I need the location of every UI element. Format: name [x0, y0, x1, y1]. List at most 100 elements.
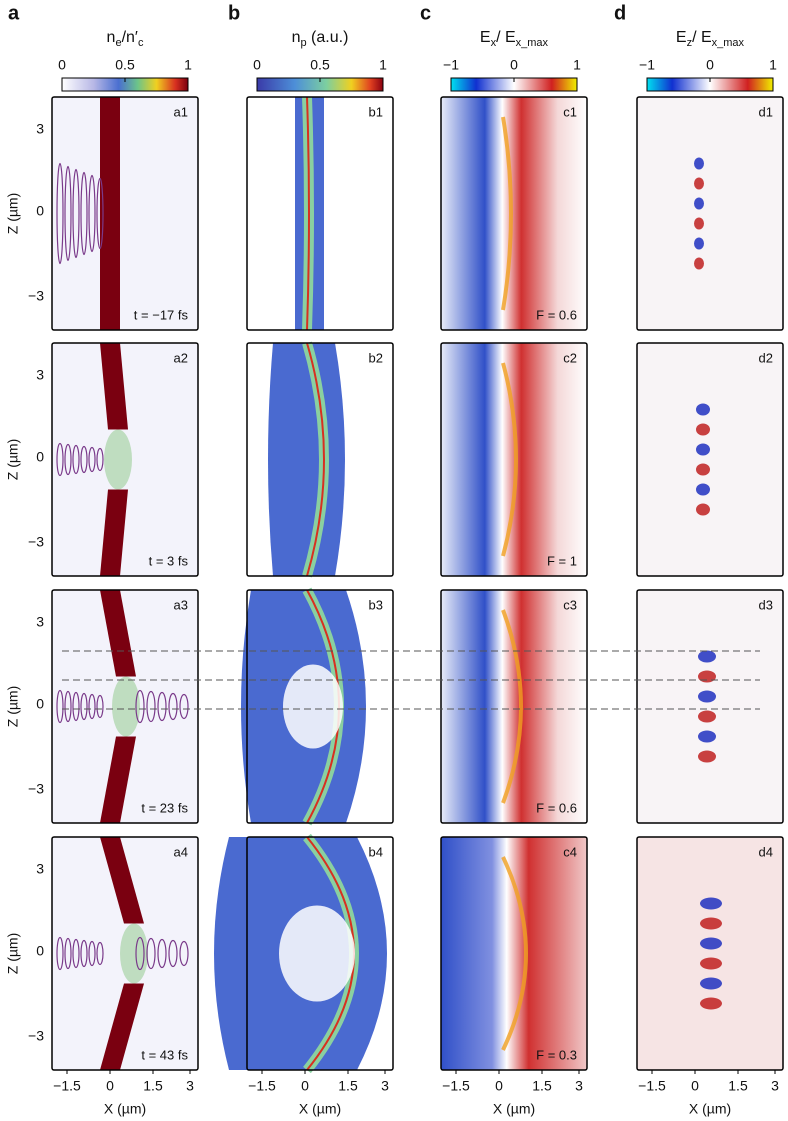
panel-frame	[440, 589, 588, 824]
panel-frame	[636, 96, 784, 331]
z-tick-label: −3	[28, 288, 44, 304]
column-title: Ez/ Ex_max	[676, 29, 745, 49]
colorbar-tick-label: 1	[769, 57, 777, 73]
column-title: ne/n′c	[107, 29, 144, 49]
panel-annotation: t = −17 fs	[134, 307, 189, 322]
panel-image	[247, 96, 393, 331]
colorbar-tick-label: 0.5	[115, 57, 135, 73]
x-axis-label: X (µm)	[689, 1101, 731, 1117]
panel-frame	[246, 96, 394, 331]
panel-annotation: t = 23 fs	[141, 800, 188, 815]
title-part: p	[300, 37, 306, 49]
z-tick-label: −3	[28, 534, 44, 550]
title-part: n	[107, 29, 116, 46]
x-tick-label: −1.5	[442, 1078, 470, 1094]
panel-frame	[440, 96, 588, 331]
title-part: z	[687, 37, 693, 49]
panel-label: c2	[563, 350, 577, 365]
colorbar-tick-label: −1	[443, 57, 459, 73]
title-part: E	[701, 29, 712, 46]
panel-frame	[246, 342, 394, 577]
column-title: Ex/ Ex_max	[480, 29, 549, 49]
z-axis-label: Z (µm)	[5, 193, 21, 235]
colorbar-tick-label: 1	[184, 57, 192, 73]
title-part: n	[292, 29, 301, 46]
z-tick-label: 3	[36, 367, 44, 383]
panel-annotation: t = 3 fs	[149, 553, 189, 568]
colorbar-tick-label: 0.5	[310, 57, 330, 73]
x-tick-label: 0	[301, 1078, 309, 1094]
colorbar-tick-label: 1	[573, 57, 581, 73]
panel-frame	[51, 836, 199, 1071]
x-tick-label: −1.5	[248, 1078, 276, 1094]
panel-annotation: F = 0.6	[536, 800, 577, 815]
panel-label: d3	[759, 597, 773, 612]
panel-annotation: F = 0.3	[536, 1047, 577, 1062]
z-tick-label: 0	[36, 449, 44, 465]
panel-label: b4	[369, 844, 383, 859]
title-part: x_max	[712, 37, 745, 49]
x-tick-label: 3	[771, 1078, 779, 1094]
panel-letter: b	[228, 2, 240, 24]
panel-label: c4	[563, 844, 577, 859]
column-title: np (a.u.)	[292, 29, 349, 49]
panel-frame	[51, 96, 199, 331]
title-part: E	[676, 29, 687, 46]
panel-label: a4	[174, 844, 188, 859]
panel-label: a2	[174, 350, 188, 365]
z-tick-label: 3	[36, 614, 44, 630]
panel-frame	[440, 342, 588, 577]
title-part: /	[122, 29, 127, 46]
panel-label: a1	[174, 104, 188, 119]
panel-image	[247, 341, 393, 578]
panel-label: b1	[369, 104, 383, 119]
panel-frame	[51, 589, 199, 824]
title-part: (a.u.)	[307, 29, 349, 46]
panel-letter: a	[8, 2, 20, 24]
colorbar-tick-label: 0	[706, 57, 714, 73]
title-part: /	[692, 29, 701, 46]
panel-annotation: t = 43 fs	[141, 1047, 188, 1062]
panel-image	[637, 590, 783, 823]
panel-label: c1	[563, 104, 577, 119]
panel-label: d2	[759, 350, 773, 365]
panel-label: d4	[759, 844, 773, 859]
title-part: c	[138, 37, 144, 49]
x-tick-label: 3	[575, 1078, 583, 1094]
x-axis-label: X (µm)	[104, 1101, 146, 1117]
panel-image	[52, 590, 198, 823]
panel-frame	[636, 589, 784, 824]
z-tick-label: 0	[36, 943, 44, 959]
panel-frame	[636, 342, 784, 577]
panel-label: a3	[174, 597, 188, 612]
x-axis-label: X (µm)	[299, 1101, 341, 1117]
panel-image	[214, 833, 393, 1074]
x-tick-label: 1.5	[532, 1078, 552, 1094]
title-part: E	[480, 29, 491, 46]
colorbar-tick-label: 0	[58, 57, 66, 73]
x-tick-label: 1.5	[338, 1078, 358, 1094]
panel-image	[637, 97, 783, 330]
x-tick-label: 1.5	[143, 1078, 163, 1094]
colorbar-tick-label: −1	[639, 57, 655, 73]
z-tick-label: 3	[36, 861, 44, 877]
panel-image	[52, 837, 198, 1070]
x-tick-label: −1.5	[53, 1078, 81, 1094]
panel-image	[52, 97, 198, 330]
title-part: e	[115, 37, 121, 49]
x-axis-label: X (µm)	[493, 1101, 535, 1117]
panel-image	[441, 837, 587, 1070]
panel-annotation: F = 1	[547, 553, 577, 568]
x-tick-label: 3	[186, 1078, 194, 1094]
panel-frame	[440, 836, 588, 1071]
panel-image	[52, 343, 198, 576]
panel-letter: c	[420, 2, 431, 24]
x-tick-label: 0	[106, 1078, 114, 1094]
panel-frame	[51, 342, 199, 577]
z-axis-label: Z (µm)	[5, 686, 21, 728]
z-tick-label: 0	[36, 696, 44, 712]
panel-image	[441, 97, 587, 330]
panel-image	[441, 590, 587, 823]
panel-annotation: F = 0.6	[536, 307, 577, 322]
